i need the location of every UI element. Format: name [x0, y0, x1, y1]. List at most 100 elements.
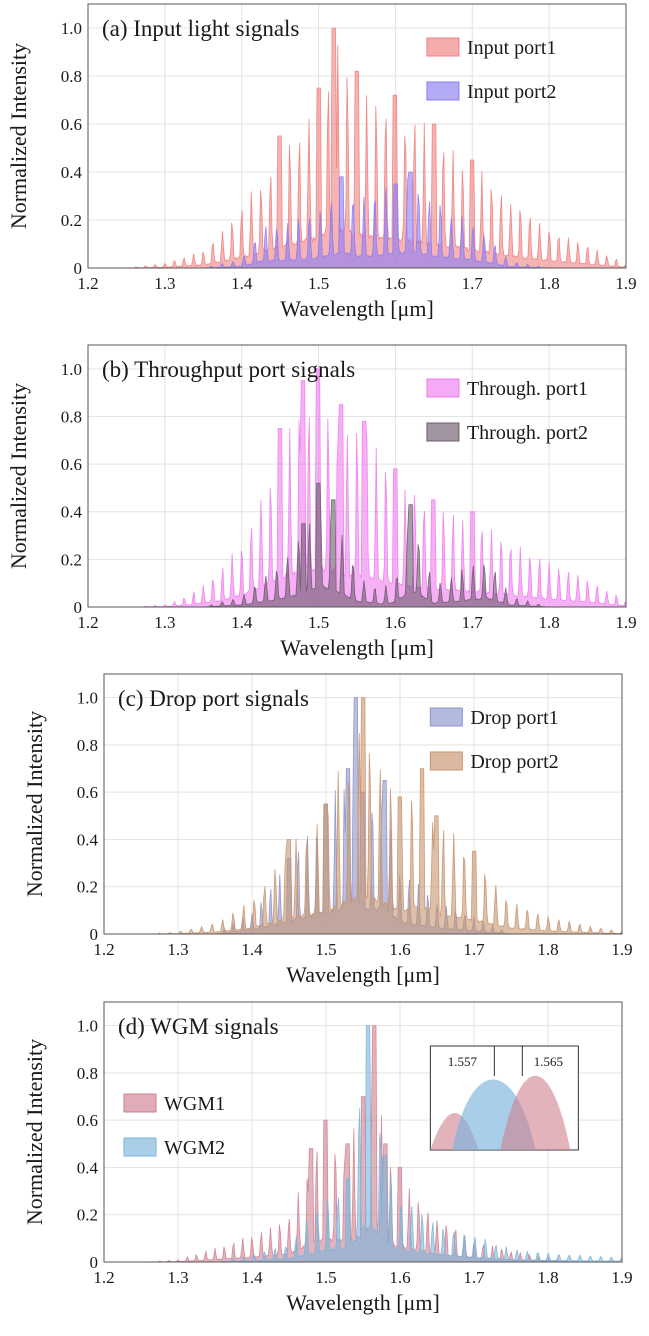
x-tick-label: 1.7 — [462, 613, 484, 632]
legend-label: Input port1 — [467, 37, 556, 59]
x-tick-label: 1.8 — [537, 1268, 558, 1287]
x-tick-label: 1.6 — [389, 1268, 410, 1287]
plot-frame — [87, 344, 627, 608]
y-tick-label: 0.2 — [61, 211, 82, 230]
y-tick-label: 0.4 — [77, 1158, 99, 1177]
x-tick-label: 1.3 — [167, 1268, 188, 1287]
x-tick-label: 1.2 — [77, 613, 98, 632]
y-tick-label: 0.8 — [61, 67, 82, 86]
y-tick-label: 0 — [74, 259, 83, 278]
y-tick-label: 0.6 — [61, 455, 82, 474]
series-area-2 — [172, 171, 580, 269]
series-area-2 — [185, 1025, 623, 1263]
legend-swatch — [123, 1137, 157, 1157]
x-tick-label: 1.3 — [167, 940, 188, 959]
x-tick-label: 1.5 — [308, 274, 329, 293]
x-tick-label: 1.2 — [77, 274, 98, 293]
x-tick-label: 1.7 — [463, 940, 485, 959]
y-tick-label: 0.4 — [77, 830, 99, 849]
x-tick-label: 1.4 — [231, 613, 253, 632]
legend-label: Through. port2 — [467, 422, 588, 444]
legend-label: Drop port1 — [470, 707, 558, 729]
x-tick-label: 1.8 — [539, 613, 560, 632]
legend-swatch — [429, 707, 463, 727]
x-tick-label: 1.4 — [231, 274, 253, 293]
panel-title: (b) Throughput port signals — [102, 357, 355, 382]
series-area-1 — [134, 368, 627, 608]
x-tick-label: 1.4 — [241, 1268, 263, 1287]
legend-swatch — [429, 751, 463, 771]
y-tick-label: 0.4 — [61, 503, 83, 522]
plot-frame — [103, 1001, 623, 1263]
y-tick-label: 0.4 — [61, 163, 83, 182]
x-tick-label: 1.7 — [463, 1268, 485, 1287]
y-axis-label: Normalized Intensity — [6, 383, 31, 569]
x-tick-label: 1.6 — [385, 613, 406, 632]
x-axis-label: Wavelength [μm] — [280, 296, 434, 321]
y-tick-label: 1.0 — [61, 360, 82, 379]
x-tick-label: 1.3 — [154, 274, 175, 293]
x-tick-label: 1.8 — [539, 274, 560, 293]
chart-panel-1: 1.2 1.3 1.4 1.5 1.6 1.7 1.8 1.9 0 0.2 0.4 0.6 0.8 1.0… — [6, 3, 637, 321]
x-tick-label: 1.2 — [93, 940, 114, 959]
legend-swatch — [426, 378, 460, 398]
x-tick-label: 1.5 — [315, 940, 336, 959]
y-tick-label: 1.0 — [77, 689, 98, 708]
y-tick-label: 0.6 — [77, 783, 98, 802]
y-tick-label: 0.2 — [61, 550, 82, 569]
x-tick-label: 1.9 — [611, 1268, 632, 1287]
x-tick-label: 1.5 — [308, 613, 329, 632]
x-tick-label: 1.9 — [615, 613, 636, 632]
chart-panel-2: 1.2 1.3 1.4 1.5 1.6 1.7 1.8 1.9 0 0.2 0.4 0.6 0.8 1.0… — [6, 344, 637, 660]
series-area-2 — [148, 697, 623, 935]
plot-frame — [103, 673, 623, 935]
panel-title: (a) Input light signals — [102, 16, 299, 41]
series-area-1 — [95, 27, 627, 269]
y-axis-label: Normalized Intensity — [22, 711, 47, 897]
series-area-2 — [172, 482, 580, 608]
y-tick-label: 1.0 — [61, 19, 82, 38]
legend-swatch — [426, 422, 460, 442]
x-tick-label: 1.6 — [389, 940, 410, 959]
legend-label: Input port2 — [467, 81, 556, 103]
legend-label: WGM2 — [164, 1137, 225, 1159]
chart-panel-3: 1.2 1.3 1.4 1.5 1.6 1.7 1.8 1.9 0 0.2 0.4 0.6 0.8 1.0… — [22, 673, 633, 987]
inset-label: 1.565 — [534, 1054, 563, 1069]
y-tick-label: 0.2 — [77, 878, 98, 897]
y-tick-label: 0.6 — [61, 115, 82, 134]
x-tick-label: 1.5 — [315, 1268, 336, 1287]
x-tick-label: 1.2 — [93, 1268, 114, 1287]
y-tick-label: 1.0 — [77, 1017, 98, 1036]
x-axis-label: Wavelength [μm] — [286, 1290, 440, 1315]
plot-frame — [87, 3, 627, 269]
legend-swatch — [426, 81, 460, 101]
legend-label: WGM1 — [164, 1093, 225, 1115]
y-tick-label: 0 — [90, 1253, 99, 1272]
y-tick-label: 0.2 — [77, 1206, 98, 1225]
y-tick-label: 0 — [90, 925, 99, 944]
y-tick-label: 0.6 — [77, 1111, 98, 1130]
chart-panel-4: 1.2 1.3 1.4 1.5 1.6 1.7 1.8 1.9 0 0.2 0.4 0.6 0.8 1.0… — [22, 1001, 633, 1315]
panel-title: (c) Drop port signals — [118, 686, 309, 711]
x-tick-label: 1.9 — [615, 274, 636, 293]
y-tick-label: 0.8 — [77, 736, 98, 755]
inset-peak-wgm1-right — [500, 1075, 571, 1150]
panel-title: (d) WGM signals — [118, 1014, 279, 1039]
y-tick-label: 0 — [74, 598, 83, 617]
inset-plot: 1.557 1.565 — [429, 1045, 579, 1151]
x-tick-label: 1.4 — [241, 940, 263, 959]
legend-label: Drop port2 — [470, 751, 558, 773]
y-tick-label: 0.8 — [77, 1064, 98, 1083]
inset-label: 1.557 — [448, 1054, 478, 1069]
x-tick-label: 1.9 — [611, 940, 632, 959]
legend-swatch — [123, 1093, 157, 1113]
x-tick-label: 1.8 — [537, 940, 558, 959]
x-tick-label: 1.6 — [385, 274, 406, 293]
y-axis-label: Normalized Intensity — [6, 43, 31, 229]
legend-swatch — [426, 37, 460, 57]
x-tick-label: 1.3 — [154, 613, 175, 632]
x-axis-label: Wavelength [μm] — [286, 962, 440, 987]
x-tick-label: 1.7 — [462, 274, 484, 293]
